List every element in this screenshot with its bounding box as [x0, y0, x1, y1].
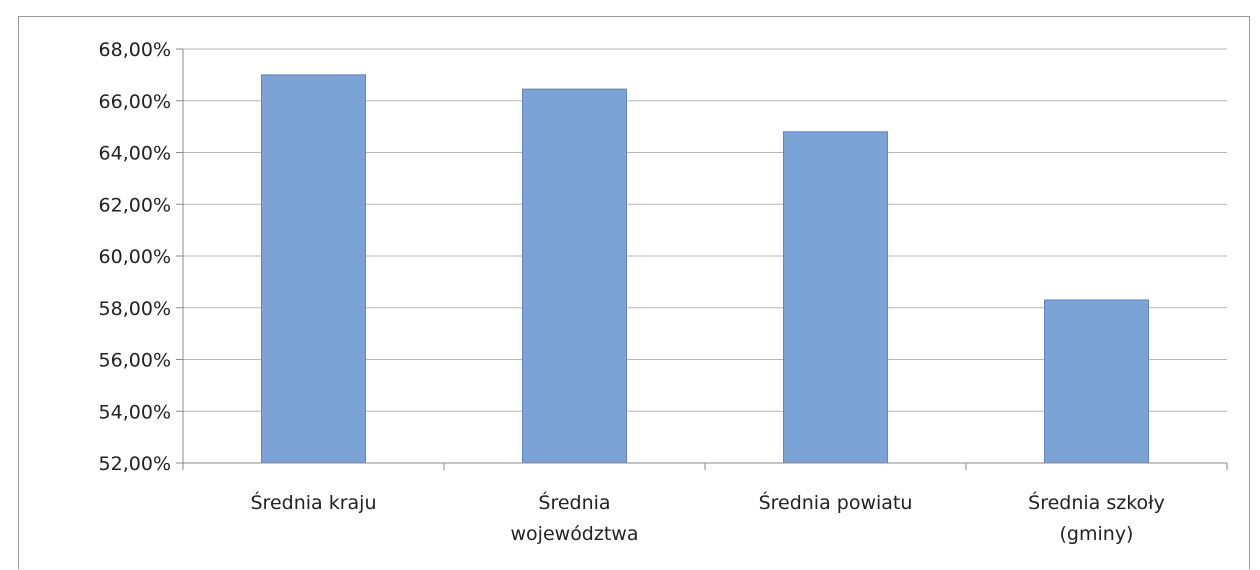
- y-tick-label: 66,00%: [99, 91, 171, 113]
- bars: [261, 74, 1149, 464]
- y-tick-label: 64,00%: [99, 143, 171, 165]
- y-tick-label: 60,00%: [99, 246, 171, 268]
- y-tick-label: 62,00%: [99, 194, 171, 216]
- y-tick-label: 58,00%: [99, 298, 171, 320]
- x-tick-label: Średnia kraju: [251, 490, 377, 514]
- x-tick-label: Średnia: [538, 490, 610, 514]
- bar: [783, 131, 888, 464]
- x-tick-label: Średnia szkoły: [1028, 490, 1165, 514]
- x-tick-label: województwa: [511, 523, 639, 545]
- y-tick-label: 54,00%: [99, 401, 171, 423]
- bar-chart: 52,00% 54,00% 56,00% 58,00% 60,00% 62,00% 64,0…: [99, 39, 1228, 545]
- y-tick-label: 56,00%: [99, 350, 171, 372]
- y-tick-label: 52,00%: [99, 453, 171, 475]
- y-tick-label: 68,00%: [99, 39, 171, 61]
- chart-frame: 52,00% 54,00% 56,00% 58,00% 60,00% 62,00% 64,0…: [18, 16, 1250, 569]
- x-tick-label: (gminy): [1060, 523, 1134, 545]
- bar: [522, 88, 627, 464]
- y-tick-labels: 52,00% 54,00% 56,00% 58,00% 60,00% 62,00% 64,0…: [99, 39, 171, 475]
- x-tick-labels: Średnia kraju Średnia województwa Średnia p…: [251, 490, 1165, 545]
- bar: [261, 74, 366, 464]
- bar: [1044, 299, 1149, 464]
- x-tick-label: Średnia powiatu: [759, 490, 913, 514]
- axes: [176, 48, 1228, 470]
